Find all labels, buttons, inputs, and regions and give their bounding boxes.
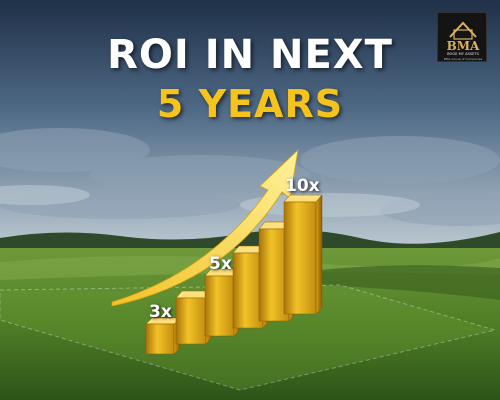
logo-mark: BMA: [446, 39, 480, 53]
brand-logo: BMA BOOK MY ASSETS BMA Group of Companie…: [437, 12, 487, 62]
upward-arrow-icon: [111, 148, 299, 307]
bar-label-3x: 3x: [149, 302, 172, 322]
gold-bars: [145, 194, 323, 355]
house-logo-icon: [449, 21, 477, 40]
headline-years: 5 YEARS: [156, 82, 344, 126]
headline-roi: ROI IN NEXT: [107, 32, 393, 78]
bar-label-10x: 10x: [285, 176, 320, 196]
logo-name: BOOK MY ASSETS: [447, 52, 479, 56]
bar-label-5x: 5x: [209, 254, 232, 274]
logo-subtitle: BMA Group of Companies: [443, 57, 483, 61]
